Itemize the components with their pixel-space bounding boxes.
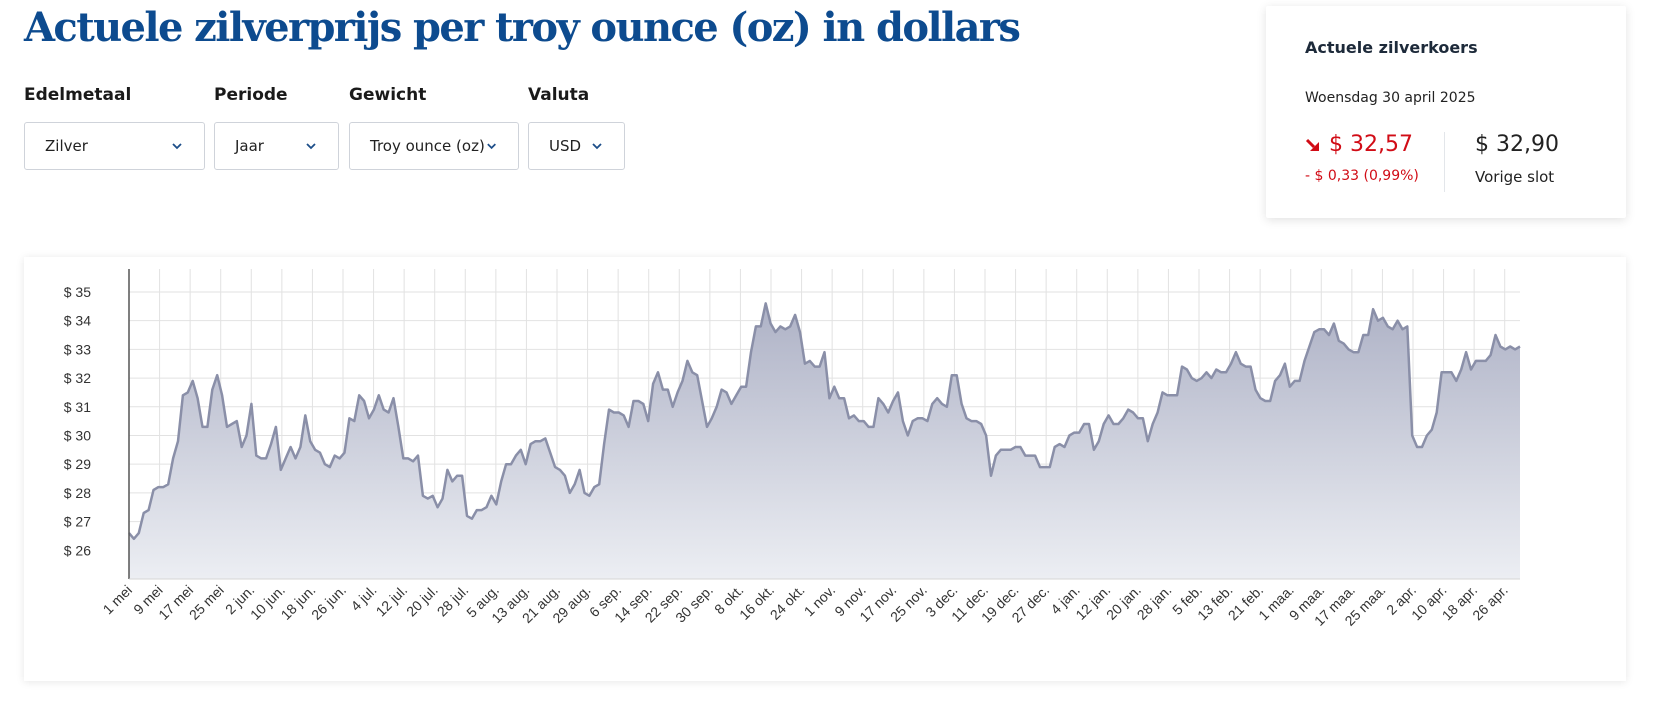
periode-select-value: Jaar	[235, 137, 264, 155]
valuta-select-value: USD	[549, 137, 582, 155]
y-tick-label: $ 30	[64, 427, 91, 443]
trend-down-arrow-icon	[1305, 138, 1319, 151]
y-tick-label: $ 33	[64, 341, 91, 357]
edelmetaal-select-value: Zilver	[45, 137, 88, 155]
x-tick-label: 28 jul.	[434, 582, 472, 620]
price-chart: $ 26 $ 27 $ 28 $ 29 $ 30 $ 31 $ 32 $ 33 $ 34 $ 35…	[64, 269, 1521, 629]
x-tick-label: 26 jun.	[308, 582, 349, 623]
gewicht-select[interactable]: Troy ounce (oz)	[349, 122, 519, 170]
y-tick-label: $ 34	[64, 313, 91, 329]
silver-rate-card: Actuele zilverkoers Woensdag 30 april 20…	[1266, 6, 1626, 218]
rate-card-title: Actuele zilverkoers	[1305, 38, 1478, 57]
chevron-down-icon	[306, 143, 316, 150]
filter-label-edelmetaal: Edelmetaal	[24, 85, 132, 105]
edelmetaal-select[interactable]: Zilver	[24, 122, 205, 170]
filter-valuta: Valuta USD	[528, 84, 625, 170]
valuta-select[interactable]: USD	[528, 122, 625, 170]
y-tick-label: $ 32	[64, 370, 91, 386]
x-tick-label: 12 jul.	[373, 582, 411, 620]
price-area	[129, 303, 1520, 579]
current-price-value: $ 32,57	[1329, 132, 1413, 157]
y-tick-label: $ 27	[64, 514, 91, 530]
y-tick-label: $ 35	[64, 284, 91, 300]
price-line	[128, 302, 1521, 541]
x-tick-label: 28 jan.	[1134, 582, 1175, 623]
filter-label-valuta: Valuta	[528, 85, 590, 105]
rate-card-date: Woensdag 30 april 2025	[1305, 90, 1476, 106]
chevron-down-icon	[487, 143, 496, 150]
x-tick-label: 20 jul.	[403, 582, 441, 620]
card-divider	[1444, 132, 1445, 192]
x-tick-label: 1 mei	[100, 582, 136, 618]
y-tick-label: $ 29	[64, 456, 91, 472]
y-tick-label: $ 26	[64, 542, 91, 558]
chevron-down-icon	[172, 143, 182, 150]
page-title: Actuele zilverprijs per troy ounce (oz) …	[24, 4, 1021, 51]
x-tick-label: 26 apr.	[1469, 582, 1511, 624]
filter-edelmetaal: Edelmetaal Zilver	[24, 84, 205, 170]
chevron-down-icon	[592, 143, 602, 150]
gewicht-select-value: Troy ounce (oz)	[370, 137, 485, 155]
x-tick-label: 24 okt.	[767, 582, 808, 623]
x-tick-label: 1 nov.	[801, 582, 839, 620]
previous-close-price: $ 32,90	[1475, 132, 1559, 157]
filter-label-periode: Periode	[214, 85, 288, 105]
previous-close-label: Vorige slot	[1475, 168, 1555, 186]
x-tick-label: 25 mei	[186, 582, 227, 623]
periode-select[interactable]: Jaar	[214, 122, 339, 170]
filter-gewicht: Gewicht Troy ounce (oz)	[349, 84, 519, 170]
price-chart-card: $ 26 $ 27 $ 28 $ 29 $ 30 $ 31 $ 32 $ 33 $ 34 $ 35…	[24, 257, 1626, 681]
current-price: $ 32,57	[1305, 132, 1413, 157]
price-change: - $ 0,33 (0,99%)	[1305, 168, 1419, 184]
filter-periode: Periode Jaar	[214, 84, 339, 170]
filter-label-gewicht: Gewicht	[349, 85, 427, 105]
y-tick-label: $ 31	[64, 399, 91, 415]
y-tick-label: $ 28	[64, 485, 91, 501]
